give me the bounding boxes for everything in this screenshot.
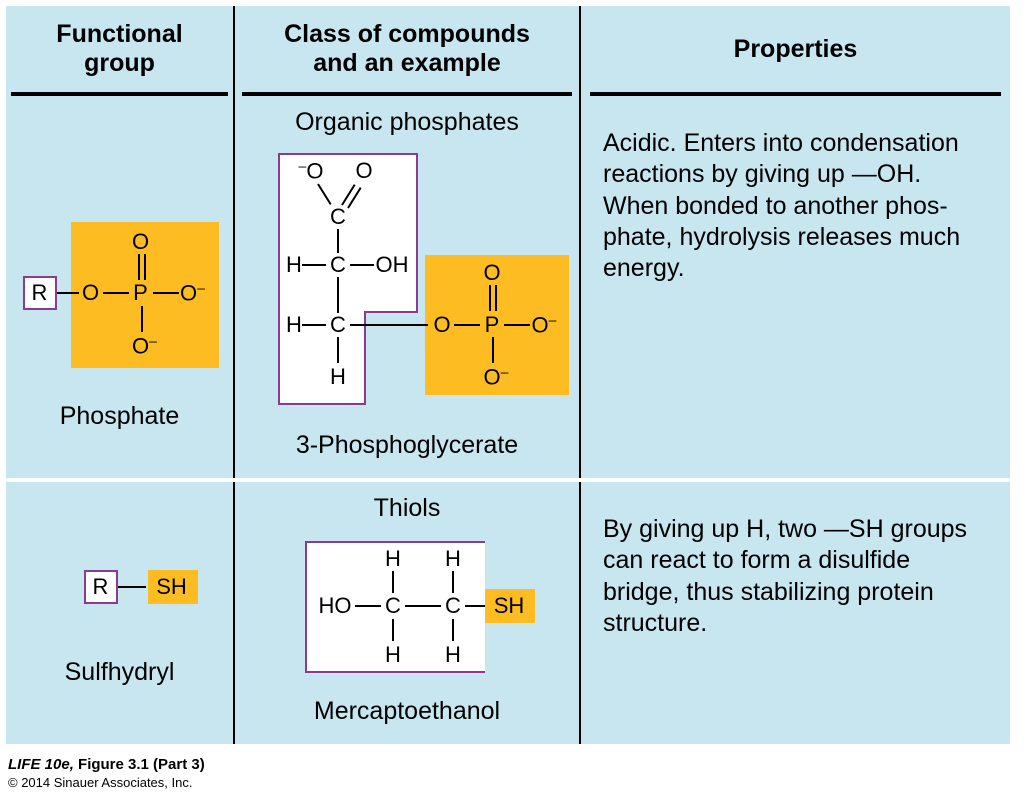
pg-bond-p-otop1 [489, 285, 491, 311]
pg-bond-c2-oh [350, 264, 374, 266]
mercaptoethanol-label: Mercaptoethanol [239, 697, 575, 726]
pg-bond-p-obot [492, 337, 494, 363]
mercaptoethanol-structure: HO C C SH H H H H [257, 533, 557, 683]
pg-h-bottom: H [330, 364, 346, 390]
caption-book: LIFE 10e, [8, 756, 74, 773]
bond-p-o-top1 [138, 254, 140, 280]
cell-sulfhydryl-example: Thiols HO C C SH H H [234, 482, 580, 744]
me-c2: C [445, 593, 461, 619]
bond-o-p [103, 292, 129, 294]
me-bond-c2-hb [452, 619, 454, 641]
pg-bond-h-c3 [302, 324, 326, 326]
sulfhydryl-properties-text: By giving up H, two —SH groups can react… [585, 494, 1006, 639]
sh-bond [118, 586, 146, 588]
header1-line1: Functional [56, 20, 182, 48]
phosphoglycerate-label: 3-Phosphoglycerate [239, 431, 575, 460]
me-bond-c2-ht [452, 571, 454, 593]
pg-bond-c2-c3 [337, 277, 339, 313]
header-functional-group: Functional group [6, 6, 234, 92]
thiols-class-name: Thiols [239, 494, 575, 523]
header2-line2: and an example [313, 49, 501, 77]
header1-line2: group [84, 49, 155, 77]
pg-o-right: O– [532, 311, 557, 338]
atom-p: P [133, 280, 148, 306]
pg-oh: OH [376, 252, 409, 278]
me-h-c2b: H [445, 642, 461, 668]
header-properties: Properties [580, 6, 1010, 92]
pg-p: P [485, 312, 500, 338]
pg-c1: C [330, 204, 346, 230]
sulfhydryl-label: Sulfhydryl [10, 658, 229, 687]
pg-o-bot: O– [484, 363, 509, 390]
cell-phosphate-properties: Acidic. Enters into condensation reactio… [580, 96, 1010, 478]
me-bond-c1-ht [392, 571, 394, 593]
me-sh: SH [494, 593, 525, 619]
bond-p-o-top2 [144, 254, 146, 280]
header-row: Functional group Class of compounds and … [6, 6, 1010, 92]
pg-o-topright: O [355, 158, 372, 184]
row-phosphate: R O P O– O O– Phosphate Organic phosphat… [6, 96, 1010, 478]
sulfhydryl-group-structure: R SH [30, 534, 210, 644]
atom-o-bottom: O– [132, 332, 157, 359]
header-class: Class of compounds and an example [234, 6, 580, 92]
me-ho: HO [319, 593, 352, 619]
pg-bond-c3-h [337, 337, 339, 363]
sh-sh: SH [156, 574, 187, 600]
pg-c3: C [330, 312, 346, 338]
pg-h-c2: H [286, 252, 302, 278]
me-h-c2t: H [445, 546, 461, 572]
pg-outline-corner-h [364, 311, 418, 313]
cell-sulfhydryl-properties: By giving up H, two —SH groups can react… [580, 482, 1010, 744]
me-h-c1b: H [385, 642, 401, 668]
phosphate-label: Phosphate [10, 402, 229, 431]
pg-c2: C [330, 252, 346, 278]
pg-h-c3: H [286, 312, 302, 338]
pg-bond-p-or [504, 324, 530, 326]
atom-o-right: O– [180, 279, 205, 306]
cell-sulfhydryl-group: R SH Sulfhydryl [6, 482, 234, 744]
me-h-c1t: H [385, 546, 401, 572]
atom-o-top: O [132, 229, 149, 255]
me-bond-ho-c1 [355, 605, 381, 607]
functional-groups-table: Functional group Class of compounds and … [6, 6, 1010, 744]
atom-o-left: O [82, 280, 99, 306]
sh-r: R [93, 574, 109, 600]
caption-fig: Figure 3.1 (Part 3) [74, 756, 205, 773]
bond-r-o [57, 292, 79, 294]
pg-o-bridge: O [433, 312, 450, 338]
phosphate-class-name: Organic phosphates [239, 108, 575, 137]
phosphate-group-structure: R O P O– O O– [15, 168, 225, 388]
phosphoglycerate-structure: –O O C H C OH H C O [242, 147, 572, 417]
cell-phosphate-example: Organic phosphates –O O C H [234, 96, 580, 478]
cell-phosphate-group: R O P O– O O– Phosphate [6, 96, 234, 478]
figure-caption: LIFE 10e, Figure 3.1 (Part 3) [0, 750, 1024, 775]
bond-p-o-right [153, 292, 179, 294]
me-bond-c2-sh [465, 605, 485, 607]
me-bond-c1-hb [392, 619, 394, 641]
row-sulfhydryl: R SH Sulfhydryl Thiols HO C C SH [6, 482, 1010, 744]
pg-o-topleft: –O [299, 157, 324, 184]
copyright-text: © 2014 Sinauer Associates, Inc. [0, 775, 1024, 790]
me-c1: C [385, 593, 401, 619]
pg-bond-o-p [454, 324, 480, 326]
header3: Properties [734, 35, 858, 63]
pg-bond-h-c2 [302, 264, 326, 266]
header2-line1: Class of compounds [284, 20, 530, 48]
atom-r: R [32, 280, 48, 306]
phosphate-properties-text: Acidic. Enters into condensation reactio… [585, 108, 1006, 284]
me-bond-c1-c2 [405, 605, 441, 607]
pg-bond-c3-o [350, 324, 428, 326]
pg-bond-c1-c2 [337, 229, 339, 253]
pg-o-top: O [483, 260, 500, 286]
bond-p-o-bottom [141, 306, 143, 332]
pg-bond-p-otop2 [495, 285, 497, 311]
